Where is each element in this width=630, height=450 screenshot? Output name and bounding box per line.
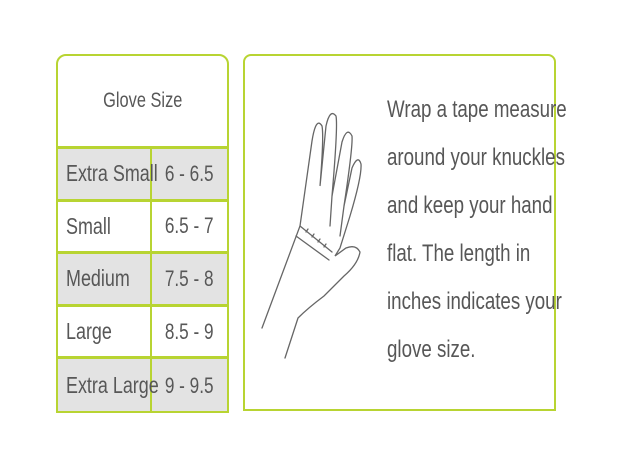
measuring-instructions-panel: Wrap a tape measure around your knuckles… <box>243 54 567 411</box>
size-range: 6.5 - 7 <box>165 213 214 239</box>
size-range: 8.5 - 9 <box>165 318 214 344</box>
glove-size-table: Glove Size Extra Small 6 - 6.5 Small 6.5 -… <box>56 54 229 413</box>
size-range: 7.5 - 8 <box>165 265 214 291</box>
table-header-label: Glove Size <box>102 89 183 112</box>
size-label: Small <box>66 212 111 239</box>
instruction-line: Wrap a tape measure <box>387 96 567 123</box>
table-row: Small 6.5 - 7 <box>58 201 227 255</box>
table-header: Glove Size <box>58 56 227 149</box>
table-row: Medium 7.5 - 8 <box>58 254 227 307</box>
instruction-line: inches indicates your <box>387 288 562 315</box>
hand-with-tape-measure-icon <box>261 112 362 359</box>
instruction-line: flat. The length in <box>387 240 531 267</box>
instruction-line: glove size. <box>387 336 476 363</box>
size-label: Medium <box>66 265 130 292</box>
size-label: Extra Small <box>66 160 158 187</box>
size-range: 9 - 9.5 <box>165 372 214 398</box>
instructions-text: Wrap a tape measure around your knuckles… <box>387 86 587 374</box>
instruction-line: around your knuckles <box>387 144 565 171</box>
table-row: Extra Large 9 - 9.5 <box>58 359 227 411</box>
table-row: Extra Small 6 - 6.5 <box>58 149 227 202</box>
instruction-line: and keep your hand <box>387 192 553 219</box>
size-range: 6 - 6.5 <box>165 160 214 186</box>
size-label: Large <box>66 318 112 345</box>
size-label: Extra Large <box>66 372 159 399</box>
table-row: Large 8.5 - 9 <box>58 306 227 360</box>
